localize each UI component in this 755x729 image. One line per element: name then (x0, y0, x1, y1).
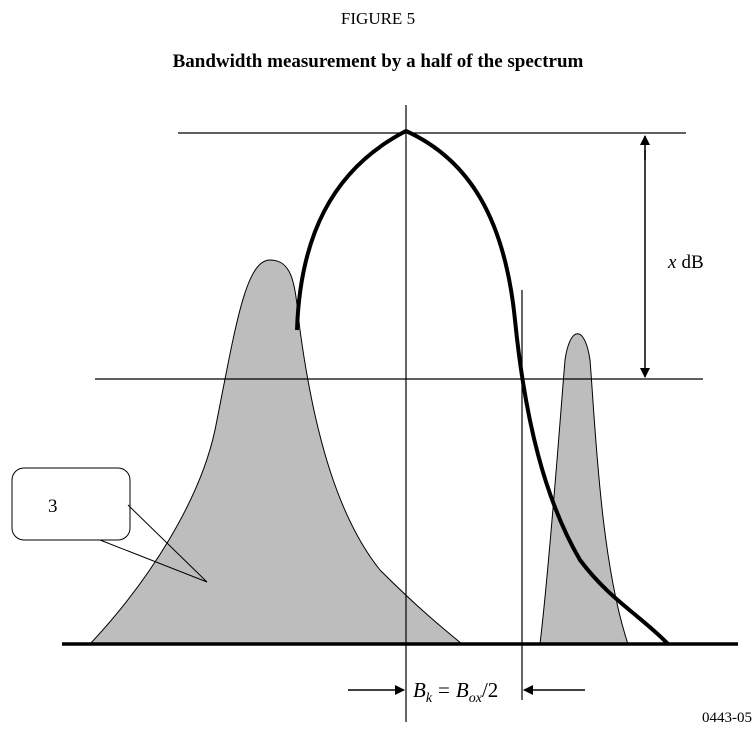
level-label: x dB (667, 252, 704, 273)
bandwidth-formula: Bk = Box/2 (413, 678, 498, 706)
figure-label: FIGURE 5 (341, 9, 415, 28)
callout-box (11, 467, 131, 541)
callout-label: 3 (48, 496, 58, 517)
title: Bandwidth measurement by a half of the s… (173, 51, 584, 72)
callout-pointer (99, 504, 208, 583)
large-peak (88, 259, 464, 645)
figure-code: 0443-05 (702, 710, 752, 726)
small-peak (539, 333, 629, 645)
spectrum-curve (295, 128, 670, 646)
